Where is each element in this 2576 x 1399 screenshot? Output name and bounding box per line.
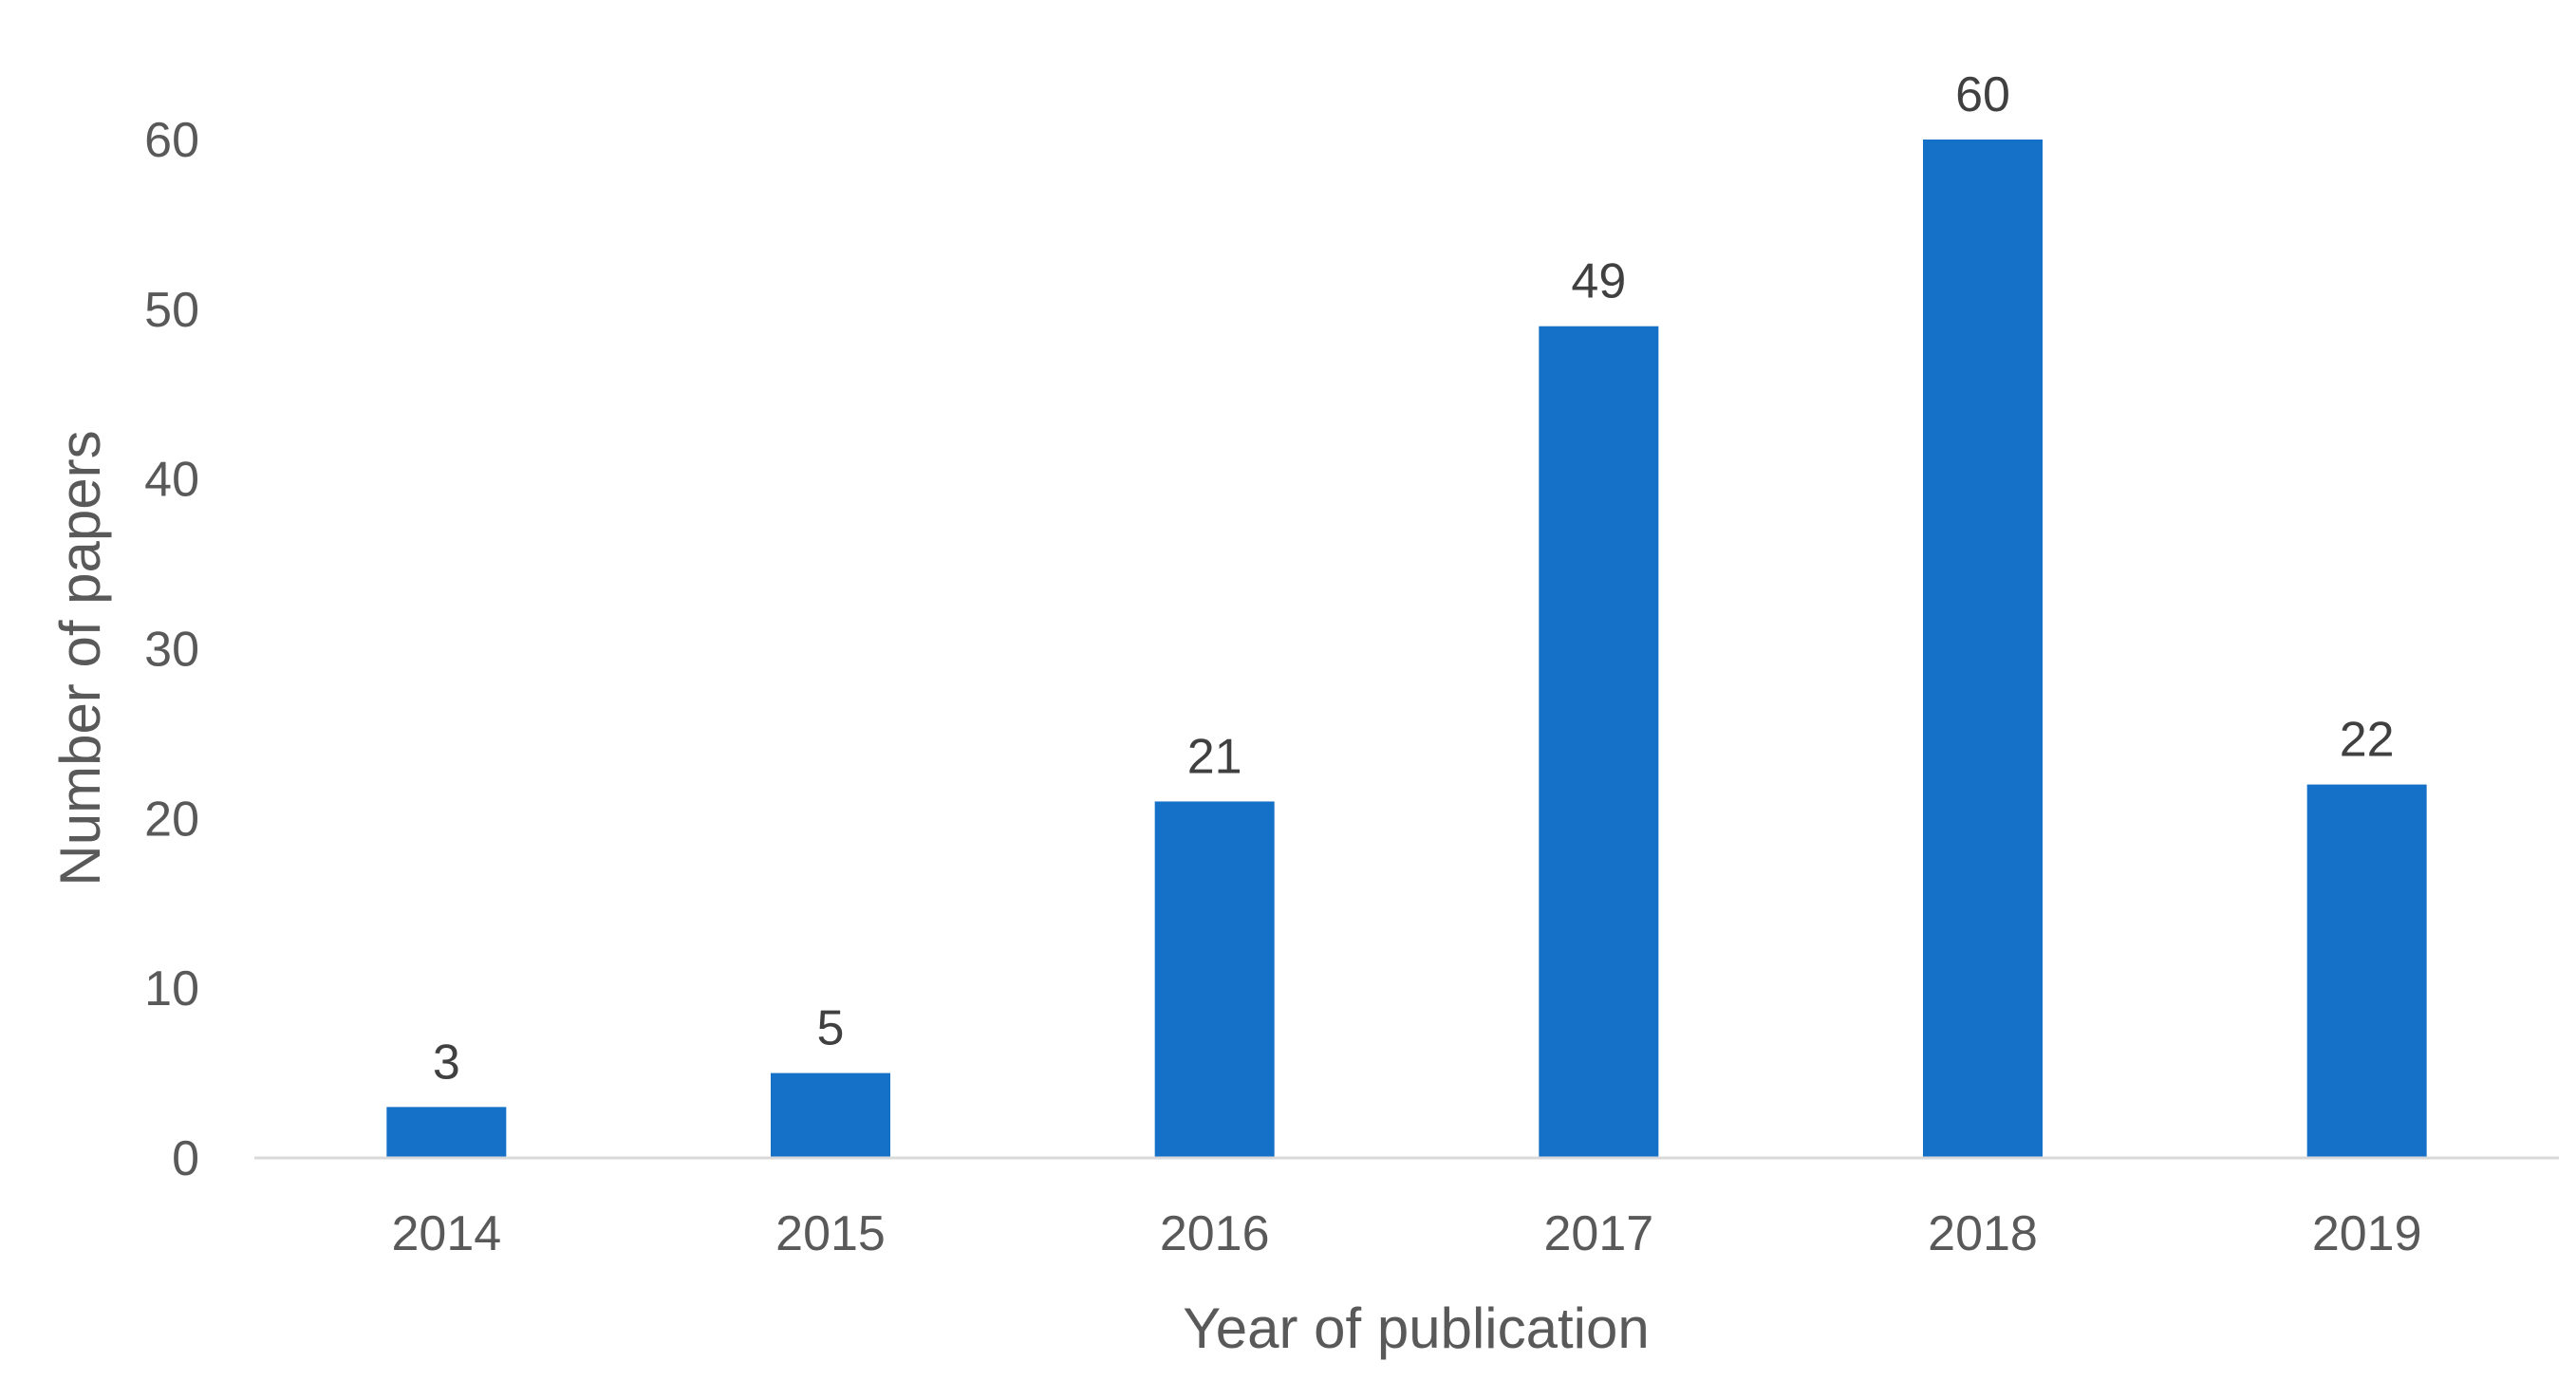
y-tick-label: 30 — [144, 623, 199, 678]
y-tick-label: 0 — [172, 1131, 199, 1186]
y-axis-ticks: 0 10 20 30 40 50 60 — [144, 113, 199, 1186]
x-tick-label: 2017 — [1543, 1206, 1653, 1261]
data-label: 3 — [433, 1035, 460, 1090]
x-tick-label: 2014 — [391, 1206, 501, 1261]
x-axis-ticks: 2014 2015 2016 2017 2018 2019 — [391, 1206, 2421, 1261]
bar-2015 — [771, 1073, 890, 1158]
x-tick-label: 2015 — [775, 1206, 886, 1261]
bar-2019 — [2306, 784, 2427, 1158]
bar-2017 — [1539, 326, 1659, 1158]
bar-2018 — [1923, 140, 2043, 1158]
y-tick-label: 60 — [144, 113, 199, 168]
bar-2014 — [386, 1107, 507, 1158]
data-label: 5 — [817, 1001, 845, 1056]
bars-group — [386, 140, 2427, 1158]
data-label: 22 — [2340, 713, 2395, 768]
y-tick-label: 20 — [144, 792, 199, 847]
x-tick-label: 2016 — [1160, 1206, 1270, 1261]
bar-2016 — [1154, 801, 1275, 1158]
y-tick-label: 10 — [144, 961, 199, 1017]
data-label: 49 — [1571, 254, 1626, 309]
y-tick-label: 40 — [144, 453, 199, 508]
y-axis-title: Number of papers — [48, 430, 112, 886]
data-label: 60 — [1955, 67, 2010, 122]
data-labels-group: 3 5 21 49 60 22 — [433, 67, 2395, 1090]
x-tick-label: 2019 — [2312, 1206, 2422, 1261]
data-label: 21 — [1187, 729, 1242, 784]
x-axis-title: Year of publication — [1183, 1296, 1649, 1360]
x-tick-label: 2018 — [1928, 1206, 2038, 1261]
y-tick-label: 50 — [144, 283, 199, 338]
